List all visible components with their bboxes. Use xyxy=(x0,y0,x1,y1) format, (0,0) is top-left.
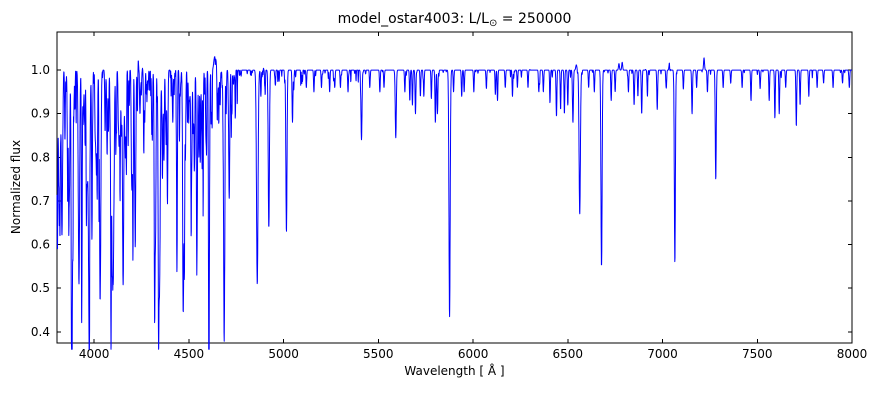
x-tick-label: 8000 xyxy=(837,347,868,361)
x-tick-label: 4000 xyxy=(79,347,110,361)
x-tick-label: 5500 xyxy=(363,347,394,361)
sun-symbol-subscript: ⊙ xyxy=(488,18,498,29)
x-tick-label: 6000 xyxy=(458,347,489,361)
x-tick-label: 4500 xyxy=(174,347,205,361)
x-axis-label: Wavelength [ Å ] xyxy=(404,364,505,378)
plot-title-prefix: model_ostar4003: L/L xyxy=(337,11,489,27)
x-tick-label: 6500 xyxy=(553,347,584,361)
y-tick-label: 0.4 xyxy=(31,325,50,339)
plot-title: model_ostar4003: L/L⊙ = 250000 xyxy=(57,11,852,29)
x-tick-label: 7000 xyxy=(647,347,678,361)
axes-frame xyxy=(56,31,853,344)
y-tick-label: 0.7 xyxy=(31,194,50,208)
spectrum-line xyxy=(56,56,853,350)
plot-title-suffix: = 250000 xyxy=(497,11,572,27)
y-tick-label: 0.8 xyxy=(31,150,50,164)
y-tick-label: 0.9 xyxy=(31,107,50,121)
x-tick-label: 5000 xyxy=(268,347,299,361)
x-tick-label: 7500 xyxy=(742,347,773,361)
y-tick-label: 0.5 xyxy=(31,281,50,295)
y-tick-label: 0.6 xyxy=(31,238,50,252)
y-tick-label: 1.0 xyxy=(31,63,50,77)
